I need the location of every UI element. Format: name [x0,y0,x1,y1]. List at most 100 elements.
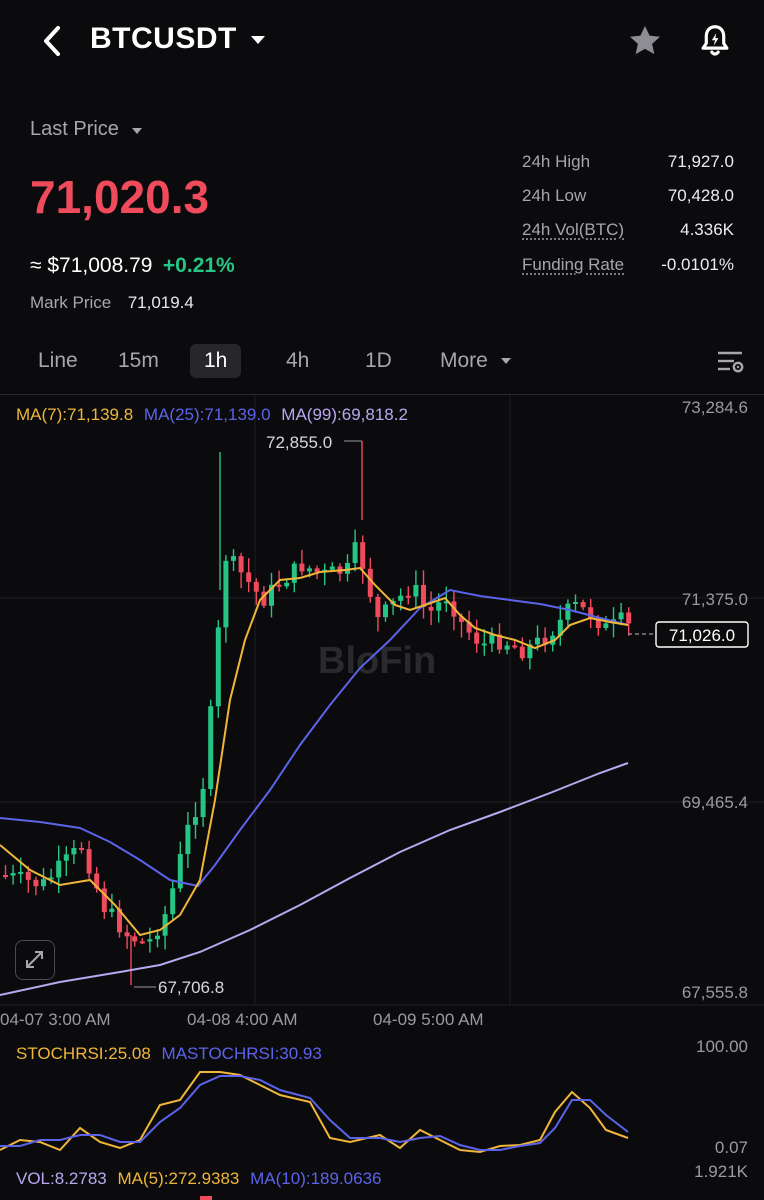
stochrsi-d-legend: MASTOCHRSI:30.93 [161,1044,322,1063]
candle-body [345,562,350,574]
current-price-tag-box [655,621,749,648]
candle-body [155,935,160,940]
volume-bar [200,1196,212,1200]
candle-body [177,854,183,889]
candle-body [269,584,274,606]
favorite-button[interactable] [626,22,664,60]
candle-body [459,616,464,622]
candle-body [101,888,107,913]
ma7-line [0,566,629,937]
candle-body [314,568,320,573]
time-axis-label: 04-07 3:00 AM [0,1010,111,1029]
candle-body [124,932,130,937]
ma7-legend: MA(7):71,139.8 [16,405,134,424]
candle-body [246,572,252,582]
tab-4h[interactable]: 4h [286,349,310,372]
symbol-title[interactable]: BTCUSDT [90,22,237,55]
candle-body [223,560,229,628]
candle-body [383,604,388,618]
candlestick-chart[interactable]: BloFin 72,855.0 67,706.8 71,026.0 [0,395,764,1035]
candle-body [41,879,46,887]
tab-more[interactable]: More [440,344,514,378]
candle-body [512,645,518,648]
candles [3,441,632,985]
candle-body [253,581,259,592]
candle-body [466,621,472,633]
candle-body [405,595,411,598]
time-axis-label: 04-09 5:00 AM [373,1010,484,1029]
candle-body [413,584,419,597]
price-axis-label: 73,284.6 [681,398,748,417]
candle-body [519,646,525,659]
ma99-line [0,762,629,996]
time-axis-label: 04-08 4:00 AM [187,1010,298,1029]
indicator-settings-icon [718,351,744,373]
candle-body [117,908,122,933]
price-alert-bell-icon [701,25,729,56]
candle-body [231,556,236,561]
candle-body [573,602,578,605]
mark-price-value: 71,019.4 [127,293,194,312]
stochrsi-legend: STOCHRSI:25.08 MASTOCHRSI:30.93 [16,1044,322,1064]
candle-body [626,612,632,624]
last-price-value: 71,020.3 [30,171,210,223]
candle-body [527,644,533,659]
symbol-dropdown-button[interactable] [248,32,268,48]
mark-price-row: Mark Price 71,019.4 [30,293,194,313]
back-chevron-icon [44,26,60,56]
candle-body [443,601,449,604]
back-button[interactable] [36,22,70,60]
stat-label-funding-rate[interactable]: Funding Rate [522,255,625,274]
price-alert-button[interactable] [696,22,734,60]
candle-body [565,603,571,620]
stochrsi-d-line [0,1075,629,1151]
usd-equivalent: ≈ $71,008.79 [30,254,153,277]
candle-body [185,824,191,855]
candle-body [428,606,434,611]
candle-body [603,623,609,629]
candle-body [18,871,24,874]
last-price-selector[interactable]: Last Price [30,118,145,141]
stochrsi-axis-top: 100.00 [696,1037,748,1056]
dropdown-caret-icon [251,36,265,44]
candle-body [580,602,586,608]
stat-value-24h-high: 71,927.0 [667,152,734,171]
candle-body [94,873,100,889]
candle-body [147,939,153,942]
stat-value-24h-low: 70,428.0 [667,186,734,205]
candle-body [489,634,495,644]
tab-1h[interactable]: 1h [190,344,242,378]
stat-label-24h-low: 24h Low [522,186,587,205]
fullscreen-button[interactable] [15,940,55,980]
volume-value-legend: VOL:8.2783 [16,1169,107,1188]
candle-body [291,563,297,583]
candle-body [56,860,62,878]
candle-body [497,634,502,650]
candle-body [33,879,39,887]
tab-more-label: More [440,349,488,372]
candle-body [421,584,426,607]
mark-price-label: Mark Price [30,293,112,312]
stat-label-24h-vol[interactable]: 24h Vol(BTC) [522,220,625,239]
stat-value-funding-rate: -0.0101% [661,255,734,274]
candle-body [63,854,69,861]
candle-body [193,817,198,825]
candle-body [398,595,404,601]
candle-body [436,602,442,611]
tab-line[interactable]: Line [38,349,78,372]
star-icon [629,25,661,55]
indicator-settings-button[interactable] [716,348,746,376]
candle-body [162,914,168,936]
candle-body [595,618,601,629]
candle-body [71,848,77,855]
chart-top-divider [0,394,764,395]
candle-body [261,591,267,606]
candle-body [329,566,335,570]
candle-body [474,632,480,644]
tab-15m[interactable]: 15m [118,349,159,372]
tab-1d[interactable]: 1D [365,349,392,372]
candle-body [352,542,358,563]
candle-body [79,848,84,851]
stochrsi-k-line [0,1071,629,1154]
candle-body [542,637,548,645]
